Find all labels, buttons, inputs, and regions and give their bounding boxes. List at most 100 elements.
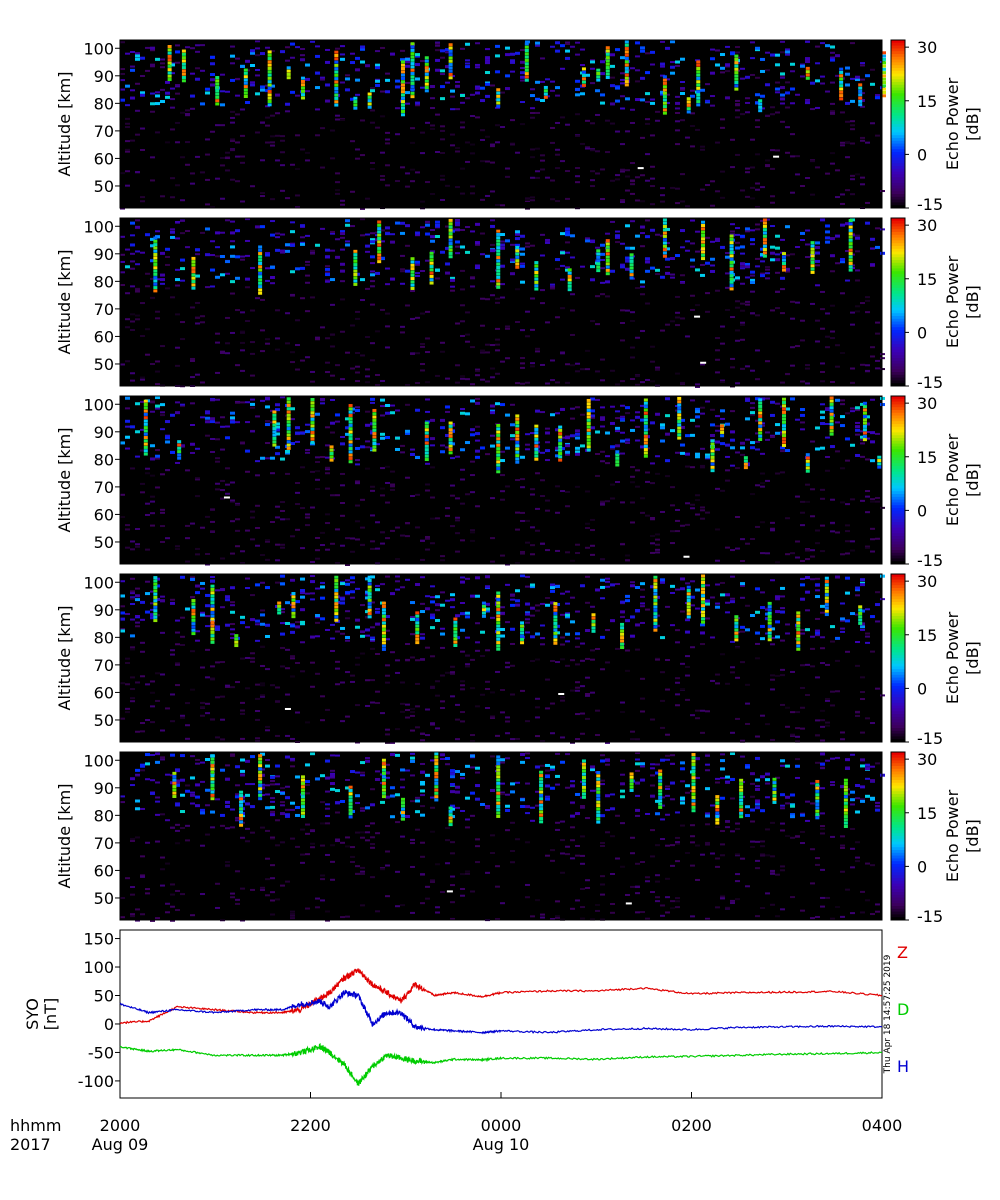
heatmap-cell bbox=[165, 255, 170, 258]
heatmap-cell bbox=[480, 693, 485, 696]
heatmap-cell bbox=[830, 521, 835, 524]
echo-column-cell bbox=[410, 273, 415, 277]
heatmap-cell bbox=[310, 592, 315, 595]
heatmap-cell bbox=[475, 432, 480, 436]
echo-column-cell bbox=[586, 402, 591, 406]
echo-column-cell bbox=[153, 279, 158, 283]
echo-column-cell bbox=[267, 80, 272, 84]
heatmap-cell bbox=[465, 577, 470, 580]
heatmap-cell bbox=[860, 698, 865, 701]
heatmap-cell bbox=[505, 666, 510, 669]
echo-column-cell bbox=[167, 78, 172, 82]
heatmap-cell bbox=[415, 53, 420, 57]
heatmap-cell bbox=[775, 597, 780, 601]
echo-column-cell bbox=[496, 242, 501, 246]
echo-column-cell bbox=[558, 458, 563, 462]
heatmap-cell bbox=[780, 238, 785, 241]
echo-column-cell bbox=[310, 427, 315, 431]
heatmap-cell bbox=[835, 450, 840, 453]
colorbar-tick-label: 30 bbox=[917, 216, 937, 235]
heatmap-cell bbox=[130, 372, 135, 375]
heatmap-cell bbox=[755, 205, 760, 208]
heatmap-cell bbox=[770, 149, 775, 152]
heatmap-cell bbox=[720, 118, 725, 121]
heatmap-cell bbox=[200, 611, 205, 615]
heatmap-cell bbox=[265, 342, 270, 345]
echo-column-cell bbox=[410, 78, 415, 82]
heatmap-cell bbox=[765, 83, 770, 87]
heatmap-cell bbox=[695, 452, 700, 456]
heatmap-cell bbox=[670, 71, 675, 75]
heatmap-cell bbox=[290, 270, 295, 274]
echo-column-cell bbox=[662, 244, 667, 248]
heatmap-cell bbox=[200, 416, 205, 419]
heatmap-cell bbox=[365, 336, 370, 339]
heatmap-cell bbox=[435, 220, 440, 224]
heatmap-cell bbox=[675, 324, 680, 327]
colorbar-segment bbox=[891, 126, 905, 131]
heatmap-cell bbox=[640, 404, 645, 407]
heatmap-cell bbox=[800, 428, 805, 431]
heatmap-cell bbox=[360, 544, 365, 547]
echo-column-cell bbox=[605, 258, 610, 262]
echo-column-cell bbox=[729, 247, 734, 251]
echo-column-cell bbox=[643, 424, 648, 428]
heatmap-cell bbox=[230, 623, 235, 626]
heatmap-cell bbox=[255, 225, 260, 229]
heatmap-cell bbox=[500, 264, 505, 268]
heatmap-cell bbox=[400, 710, 405, 713]
heatmap-cell bbox=[230, 140, 235, 143]
echo-column-cell bbox=[377, 240, 382, 244]
heatmap-cell bbox=[355, 78, 360, 82]
heatmap-cell bbox=[450, 593, 455, 597]
heatmap-cell bbox=[350, 97, 355, 101]
heatmap-cell bbox=[770, 201, 775, 204]
heatmap-cell bbox=[850, 120, 855, 123]
heatmap-cell bbox=[650, 50, 655, 54]
heatmap-cell bbox=[685, 523, 690, 526]
heatmap-cell bbox=[220, 124, 225, 127]
heatmap-cell bbox=[820, 662, 825, 665]
heatmap-cell bbox=[130, 68, 135, 72]
heatmap-cell bbox=[240, 401, 245, 404]
colorbar-segment bbox=[891, 185, 905, 189]
heatmap-cell bbox=[295, 482, 300, 485]
heatmap-cell bbox=[640, 200, 645, 203]
heatmap-cell bbox=[875, 496, 880, 499]
heatmap-cell bbox=[245, 401, 250, 404]
echo-column-cell bbox=[805, 466, 810, 470]
echo-column-cell bbox=[143, 432, 148, 436]
heatmap-cell bbox=[200, 706, 205, 709]
heatmap-cell bbox=[615, 234, 620, 238]
heatmap-cell bbox=[305, 234, 310, 237]
heatmap-cell bbox=[505, 175, 510, 178]
heatmap-cell bbox=[205, 153, 210, 156]
heatmap-cell bbox=[205, 676, 210, 679]
heatmap-cell bbox=[325, 708, 330, 711]
heatmap-cell bbox=[335, 660, 340, 663]
heatmap-cell bbox=[585, 349, 590, 352]
heatmap-cell bbox=[325, 472, 330, 475]
echo-column-cell bbox=[267, 100, 272, 104]
echo-column-cell bbox=[605, 56, 610, 60]
heatmap-cell bbox=[145, 472, 150, 475]
heatmap-cell bbox=[760, 253, 765, 257]
heatmap-cell bbox=[495, 203, 500, 206]
heatmap-cell bbox=[220, 164, 225, 167]
echo-column-cell bbox=[677, 410, 682, 414]
heatmap-cell bbox=[705, 457, 710, 460]
echo-column-cell bbox=[353, 282, 358, 286]
heatmap-cell bbox=[430, 229, 435, 232]
heatmap-cell bbox=[150, 410, 155, 413]
echo-column-cell bbox=[267, 70, 272, 74]
heatmap-cell bbox=[165, 247, 170, 251]
colorbar-segment bbox=[891, 561, 905, 565]
heatmap-cell bbox=[585, 694, 590, 697]
heatmap-cell bbox=[865, 221, 870, 225]
heatmap-cell bbox=[735, 109, 740, 112]
heatmap-cell bbox=[345, 636, 350, 640]
heatmap-cell bbox=[575, 738, 580, 741]
heatmap-cell bbox=[575, 167, 580, 170]
heatmap-cell bbox=[785, 267, 790, 271]
heatmap-cell bbox=[310, 575, 315, 578]
